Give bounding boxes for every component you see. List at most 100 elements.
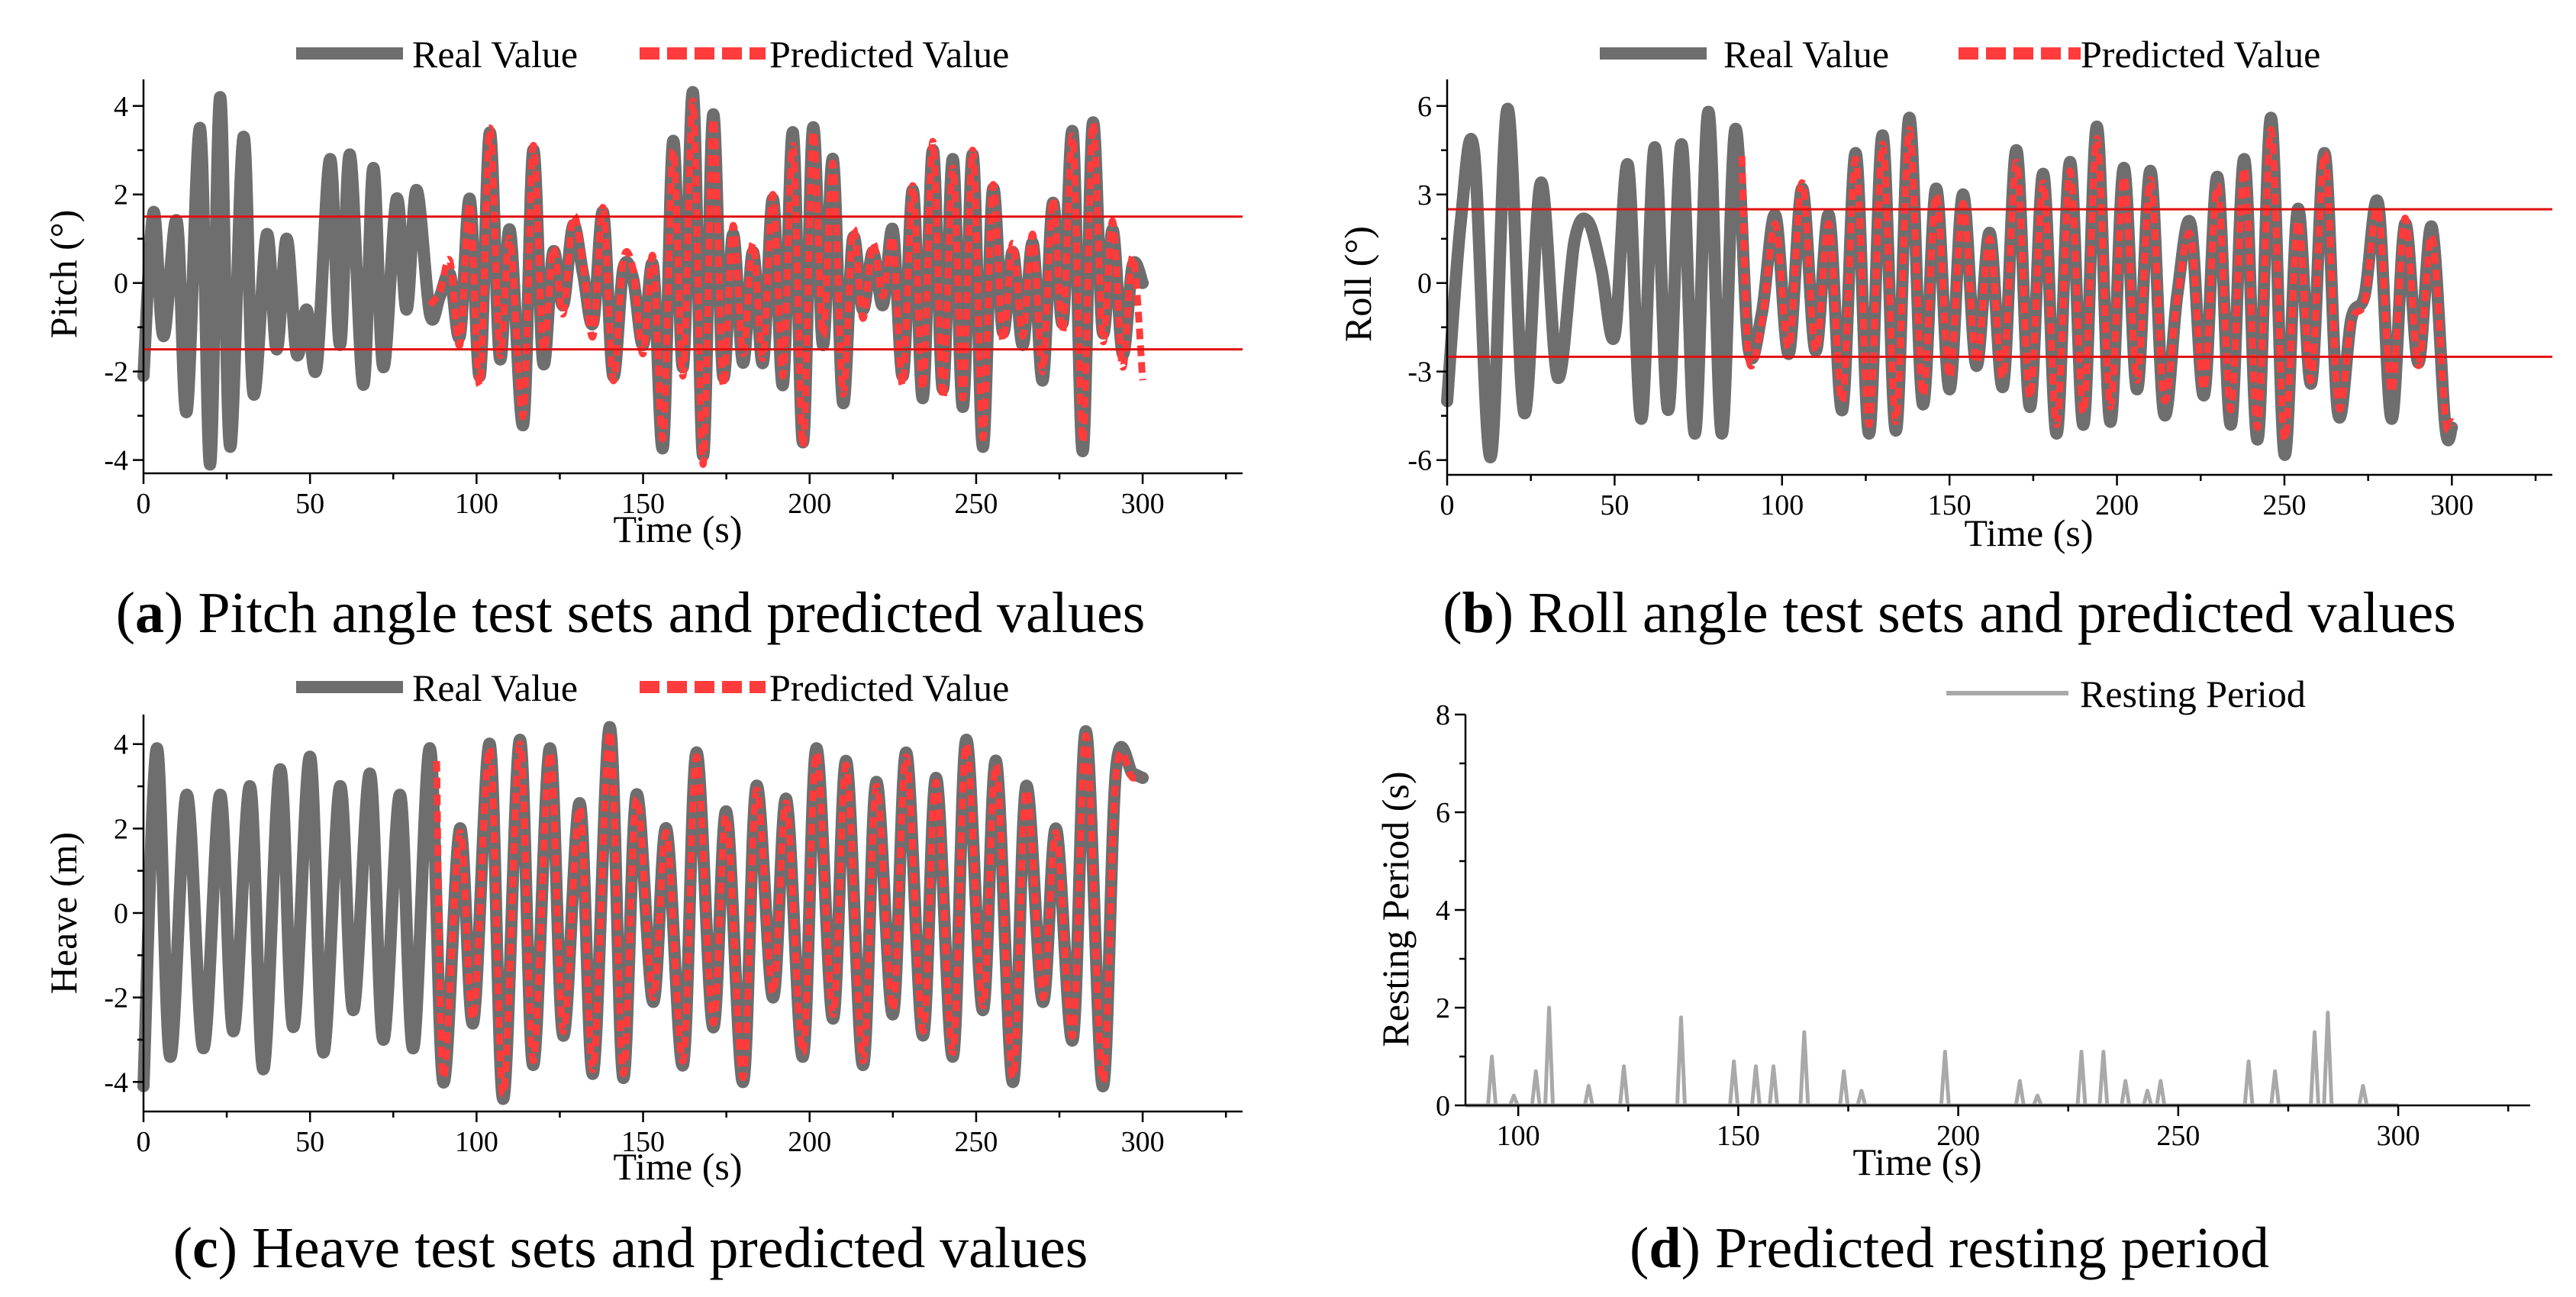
pitch-threshold-layer: [143, 215, 1243, 351]
heave-y-tick-label-2: 2: [114, 813, 128, 845]
resting-spike-8: [1749, 1064, 1762, 1106]
roll-y-axis-label: Roll (°): [1336, 226, 1379, 342]
heave-x-tick-label-200: 200: [788, 1126, 831, 1158]
caption-c-text: Heave test sets and predicted values: [252, 1216, 1088, 1280]
roll-y-tick-label-6: 6: [1417, 91, 1432, 123]
heave-legend: Real Value Predicted Value: [296, 666, 1009, 709]
resting-y-axis-label: Resting Period (s): [1374, 771, 1417, 1047]
pitch-predicted-line: [427, 98, 1146, 468]
resting-x-tick-label-300: 300: [2377, 1120, 2420, 1152]
resting-spike-18: [2120, 1079, 2132, 1106]
pitch-chart: 0 50 100 150 200 250 300 -4 -2 0 2 4 Time (s) Pitch…: [42, 33, 1243, 550]
roll-legend-pred-label: Predicted Value: [2081, 33, 2320, 76]
resting-spike-7: [1728, 1059, 1740, 1106]
roll-ticks: 0 50 100 150 200 250 300 -6 -3 0 3 6: [1407, 91, 2537, 521]
heave-series-layer: [137, 721, 1149, 1105]
resting-spike-13: [1939, 1050, 1951, 1106]
resting-spike-10: [1798, 1030, 1810, 1106]
roll-x-tick-label-300: 300: [2430, 489, 2474, 521]
resting-spike-19: [2142, 1089, 2153, 1106]
resting-y-tick-label-8: 8: [1436, 699, 1450, 731]
pitch-x-tick-label-300: 300: [1121, 488, 1165, 520]
heave-x-tick-label-0: 0: [137, 1126, 151, 1158]
resting-spike-6: [1675, 1015, 1687, 1106]
resting-spike-21: [2242, 1059, 2255, 1106]
resting-series-layer: [1465, 1005, 2399, 1108]
heave-x-tick-label-250: 250: [954, 1126, 998, 1158]
roll-legend-real-label: Real Value: [1723, 33, 1889, 76]
heave-x-tick-label-300: 300: [1121, 1126, 1165, 1158]
roll-x-tick-label-0: 0: [1440, 489, 1455, 521]
caption-c: (c) Heave test sets and predicted values: [173, 1216, 1088, 1280]
resting-spike-12: [1855, 1089, 1868, 1106]
roll-y-tick-label-3: 3: [1417, 179, 1432, 211]
pitch-y-axis-label: Pitch (°): [42, 210, 85, 339]
pitch-real-line: [137, 86, 1149, 471]
heave-real-line: [137, 721, 1149, 1105]
heave-y-tick-label--4: -4: [104, 1066, 128, 1099]
roll-x-tick-label-100: 100: [1760, 489, 1804, 521]
heave-ticks: 0 50 100 150 200 250 300 -4 -2 0 2 4: [104, 729, 1227, 1158]
resting-y-tick-label-2: 2: [1436, 992, 1450, 1024]
resting-spike-25: [2357, 1083, 2369, 1106]
heave-y-tick-label-0: 0: [114, 898, 128, 930]
resting-axes: [1464, 715, 2530, 1107]
caption-a-text: Pitch angle test sets and predicted valu…: [198, 581, 1145, 645]
roll-y-tick-label-0: 0: [1417, 268, 1432, 300]
resting-spike-9: [1768, 1064, 1780, 1106]
resting-legend: Resting Period: [1946, 673, 2306, 715]
caption-d: (d) Predicted resting period: [1630, 1216, 2269, 1280]
resting-spike-23: [2309, 1030, 2321, 1106]
pitch-y-tick-label--2: -2: [104, 357, 128, 389]
resting-spike-2: [1530, 1069, 1542, 1106]
roll-x-tick-label-150: 150: [1928, 489, 1971, 521]
resting-ticks: 100 150 200 250 300 0 2 4 6 8: [1436, 699, 2510, 1152]
heave-x-tick-label-50: 50: [295, 1126, 324, 1158]
resting-spike-24: [2322, 1010, 2334, 1106]
resting-spike-14: [2013, 1079, 2026, 1106]
roll-threshold-layer: [1447, 208, 2552, 358]
resting-y-tick-label-0: 0: [1436, 1090, 1450, 1122]
roll-legend: Real Value Predicted Value: [1600, 33, 2320, 76]
pitch-legend-pred-label: Predicted Value: [769, 33, 1009, 76]
roll-series-layer: [1441, 102, 2458, 463]
heave-y-tick-label--2: -2: [104, 982, 128, 1015]
pitch-series-layer: [137, 86, 1149, 471]
roll-x-tick-label-250: 250: [2262, 489, 2306, 521]
resting-spike-4: [1582, 1083, 1594, 1106]
resting-spike-15: [2032, 1093, 2043, 1106]
resting-x-tick-label-200: 200: [1936, 1120, 1980, 1152]
heave-legend-pred-label: Predicted Value: [769, 666, 1009, 709]
caption-a-letter: a: [135, 581, 164, 645]
resting-spike-20: [2155, 1079, 2167, 1106]
roll-chart: 0 50 100 150 200 250 300 -6 -3 0 3 6 Time (s) Roll …: [1336, 33, 2552, 554]
heave-x-tick-label-100: 100: [455, 1126, 498, 1158]
heave-y-axis-label: Heave (m): [42, 832, 85, 994]
resting-spike-0: [1486, 1054, 1498, 1106]
heave-y-tick-label-4: 4: [114, 729, 128, 761]
pitch-legend: Real Value Predicted Value: [296, 33, 1009, 76]
resting-legend-label: Resting Period: [2080, 673, 2306, 715]
resting-spike-17: [2097, 1050, 2110, 1106]
caption-b: (b) Roll angle test sets and predicted v…: [1443, 581, 2456, 645]
resting-y-tick-label-6: 6: [1436, 797, 1450, 829]
resting-x-tick-label-250: 250: [2156, 1120, 2200, 1152]
caption-a: (a) Pitch angle test sets and predicted …: [116, 581, 1146, 645]
pitch-x-tick-label-200: 200: [788, 488, 831, 520]
roll-x-tick-label-50: 50: [1600, 489, 1629, 521]
roll-x-tick-label-200: 200: [2095, 489, 2139, 521]
pitch-x-tick-label-0: 0: [137, 488, 151, 520]
roll-y-tick-label--6: -6: [1407, 445, 1432, 477]
resting-x-tick-label-150: 150: [1717, 1120, 1760, 1152]
heave-x-tick-label-150: 150: [621, 1126, 665, 1158]
resting-spike-5: [1618, 1064, 1630, 1106]
pitch-ticks: 0 50 100 150 200 250 300 -4 -2 0 2 4: [104, 91, 1227, 520]
resting-x-tick-label-100: 100: [1497, 1120, 1540, 1152]
pitch-x-tick-label-150: 150: [621, 488, 665, 520]
resting-x-axis-label: Time (s): [1852, 1141, 1981, 1183]
caption-b-letter: b: [1462, 581, 1494, 645]
pitch-x-axis-label: Time (s): [613, 508, 742, 550]
resting-spike-11: [1838, 1069, 1850, 1106]
heave-chart: 0 50 100 150 200 250 300 -4 -2 0 2 4 Time (s) Heave…: [42, 666, 1243, 1188]
